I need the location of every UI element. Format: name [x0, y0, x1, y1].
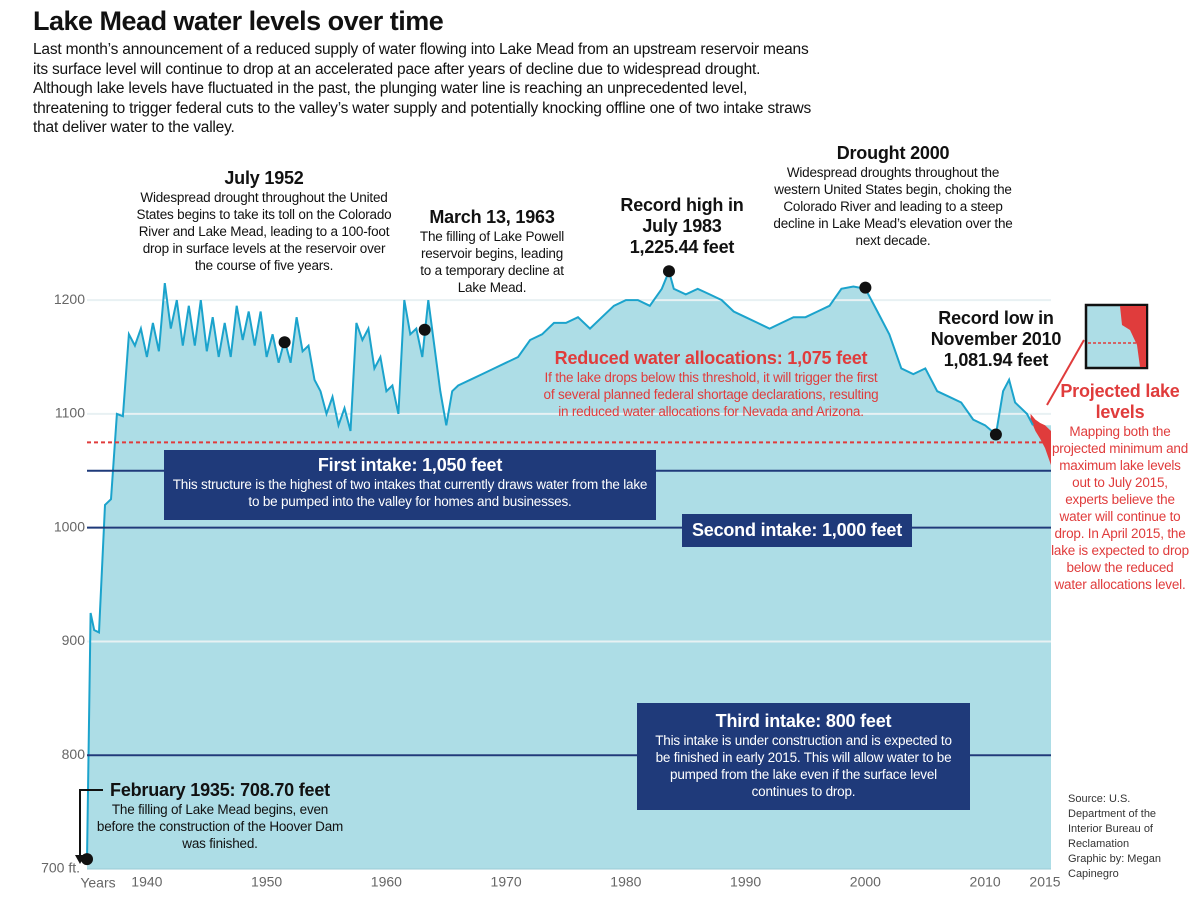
reference-label: Third intake: 800 feet This intake is und… [637, 703, 970, 810]
title: Lake Mead water levels over time [33, 6, 444, 36]
projection-heading: Projected lake levels [1060, 381, 1180, 422]
source-text: Source: U.S. Department of the Interior … [1068, 793, 1157, 850]
credit: Graphic by: Megan Capinegro [1068, 853, 1161, 880]
x-tick-label: 1990 [730, 874, 761, 890]
x-tick-label: 2010 [970, 874, 1001, 890]
projection-text: Mapping both the projected minimum and m… [1051, 424, 1189, 592]
annotation-dot [989, 428, 1002, 441]
annotation-heading: 1,225.44 feet [629, 237, 735, 257]
y-tick-label: 1100 [55, 405, 85, 421]
annotation-heading: Drought 2000 [836, 143, 950, 163]
y-tick-label: 900 [62, 632, 86, 648]
reference-text: This intake is under construction and is… [655, 733, 952, 799]
reference-label: First intake: 1,050 feet This structure i… [164, 450, 656, 520]
y-tick-label: 800 [62, 746, 86, 762]
annotation-dot [81, 853, 93, 866]
annotation-heading: July 1983 [642, 216, 722, 236]
projection-band [1030, 413, 1051, 466]
annotation-heading: November 2010 [930, 329, 1062, 349]
annotation-text: The filling of Lake Powell reservoir beg… [419, 229, 565, 295]
bracket [79, 789, 103, 858]
annotation-heading: July 1952 [224, 168, 304, 188]
annotation: Record high in July 1983 1,225.44 feet [597, 195, 767, 258]
x-tick-label: 1940 [131, 874, 162, 890]
annotation-dot [418, 323, 431, 336]
annotation: Drought 2000 Widespread droughts througho… [773, 143, 1013, 249]
reference-heading: Second intake: 1,000 feet [691, 520, 903, 540]
projection-note: Projected lake levels Mapping both the pr… [1051, 381, 1189, 593]
y-tick-label: 1200 [54, 291, 85, 307]
annotation-heading: March 13, 1963 [429, 207, 555, 227]
annotation-text: The filling of Lake Mead begins, even be… [96, 802, 344, 851]
annotation-heading: Record low in [938, 308, 1054, 328]
y-tick-label: 1000 [54, 518, 85, 534]
subtitle: Last month’s announcement of a reduced s… [33, 41, 812, 136]
zoom-inset [1046, 303, 1149, 406]
annotation: Record low in November 2010 1,081.94 feet [911, 308, 1081, 371]
x-axis-label: Years [80, 875, 115, 891]
reference-label: Reduced water allocations: 1,075 feet If … [539, 348, 884, 420]
reference-text: If the lake drops below this threshold, … [543, 370, 879, 419]
annotation: July 1952 Widespread drought throughout t… [133, 168, 395, 274]
arrow-head [75, 855, 85, 864]
annotation: March 13, 1963 The filling of Lake Powell… [417, 207, 567, 296]
reference-heading: First intake: 1,050 feet [317, 455, 503, 475]
reference-heading: Reduced water allocations: 1,075 feet [554, 348, 868, 368]
annotation-text: Widespread drought throughout the United… [136, 190, 392, 273]
x-tick-label: 1970 [491, 874, 522, 890]
annotation-dot [662, 265, 675, 278]
annotation-dot [859, 281, 872, 294]
annotation-heading: Record high in [620, 195, 744, 215]
x-tick-label: 2015 [1029, 874, 1060, 890]
x-tick-label: 1950 [251, 874, 282, 890]
annotation-heading: 1,081.94 feet [943, 350, 1049, 370]
source: Source: U.S. Department of the Interior … [1068, 792, 1190, 882]
reference-label: Second intake: 1,000 feet [682, 514, 912, 547]
x-tick-label: 1960 [371, 874, 402, 890]
annotation-heading: February 1935: 708.70 feet [110, 780, 330, 800]
y-tick-label: 700 ft. [41, 860, 80, 876]
annotation: February 1935: 708.70 feet The filling of… [95, 780, 345, 852]
reference-heading: Third intake: 800 feet [715, 711, 892, 731]
annotation-dot [278, 336, 291, 349]
annotation-text: Widespread droughts throughout the weste… [773, 165, 1013, 248]
x-tick-label: 1980 [610, 874, 641, 890]
x-tick-label: 2000 [850, 874, 881, 890]
reference-text: This structure is the highest of two int… [172, 477, 648, 509]
